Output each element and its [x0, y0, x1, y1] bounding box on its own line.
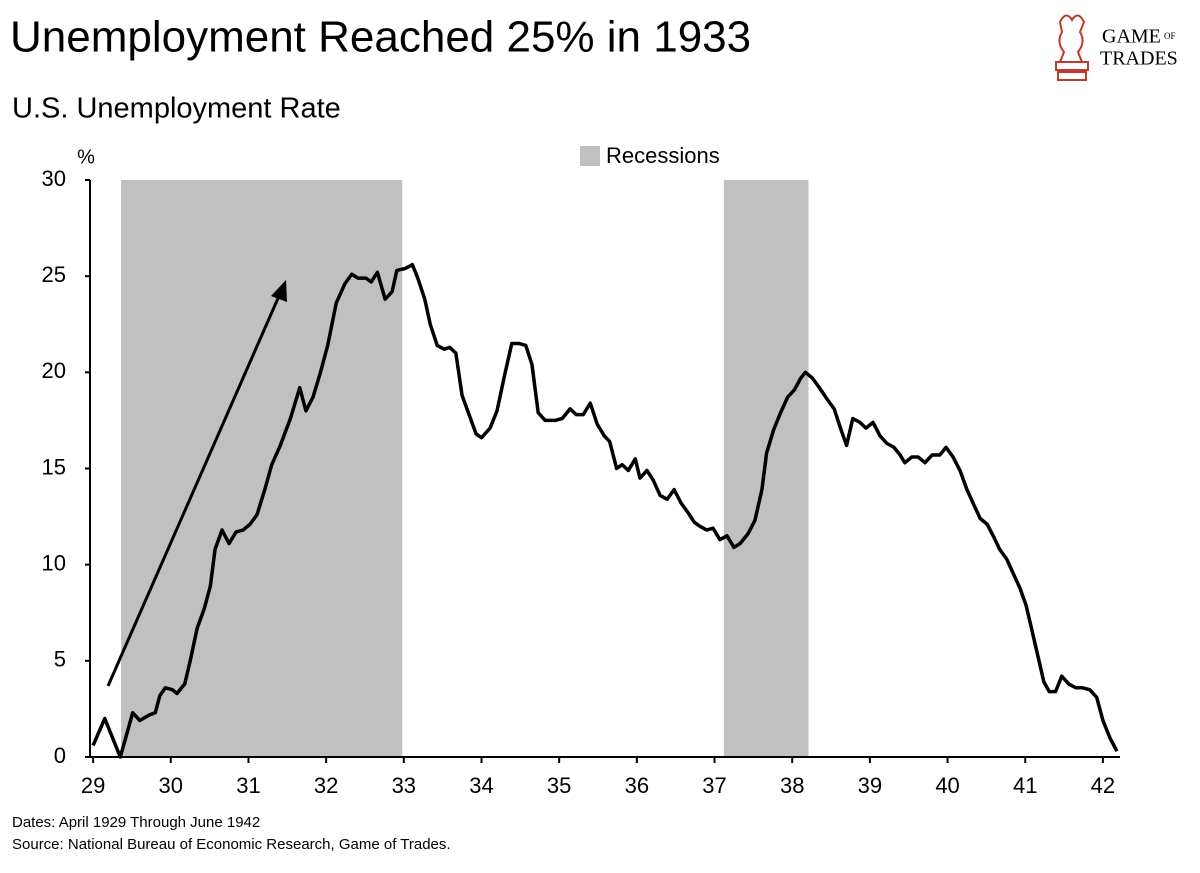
x-tick-label: 39 — [858, 773, 882, 798]
logo-icon — [1055, 14, 1089, 81]
x-tick-label: 29 — [81, 773, 105, 798]
x-tick-label: 31 — [236, 773, 260, 798]
logo-text: OF — [1164, 31, 1176, 41]
y-tick-label: 0 — [54, 743, 66, 768]
x-tick-label: 32 — [314, 773, 338, 798]
x-tick-label: 30 — [159, 773, 183, 798]
x-tick-label: 35 — [547, 773, 571, 798]
x-tick-label: 37 — [702, 773, 726, 798]
y-tick-label: 10 — [42, 550, 66, 575]
y-tick-label: 20 — [42, 358, 66, 383]
logo: GAME OF TRADES — [1055, 14, 1178, 81]
x-tick-label: 36 — [625, 773, 649, 798]
y-unit-label: % — [77, 146, 95, 168]
annotation-arrow — [106, 295, 281, 687]
logo-text: TRADES — [1100, 48, 1178, 70]
y-tick-label: 15 — [42, 454, 66, 479]
x-tick-label: 33 — [392, 773, 416, 798]
y-tick-label: 30 — [42, 166, 66, 191]
chart-subtitle: U.S. Unemployment Rate — [12, 93, 341, 125]
note: Source: National Bureau of Economic Rese… — [12, 836, 451, 853]
note: Dates: April 1929 Through June 1942 — [12, 814, 260, 831]
x-tick-label: 40 — [935, 773, 959, 798]
recession-band — [121, 180, 403, 757]
chart-title: Unemployment Reached 25% in 1933 — [10, 13, 751, 62]
logo-text: GAME — [1102, 26, 1161, 48]
legend-swatch — [580, 146, 600, 166]
data-line — [91, 262, 1119, 759]
x-tick-label: 42 — [1091, 773, 1115, 798]
x-tick-label: 38 — [780, 773, 804, 798]
x-tick-label: 34 — [469, 773, 493, 798]
legend-label: Recessions — [606, 143, 720, 168]
x-tick-label: 41 — [1013, 773, 1037, 798]
y-tick-label: 25 — [42, 262, 66, 287]
y-tick-label: 5 — [54, 647, 66, 672]
annotation-arrowhead — [271, 280, 287, 302]
